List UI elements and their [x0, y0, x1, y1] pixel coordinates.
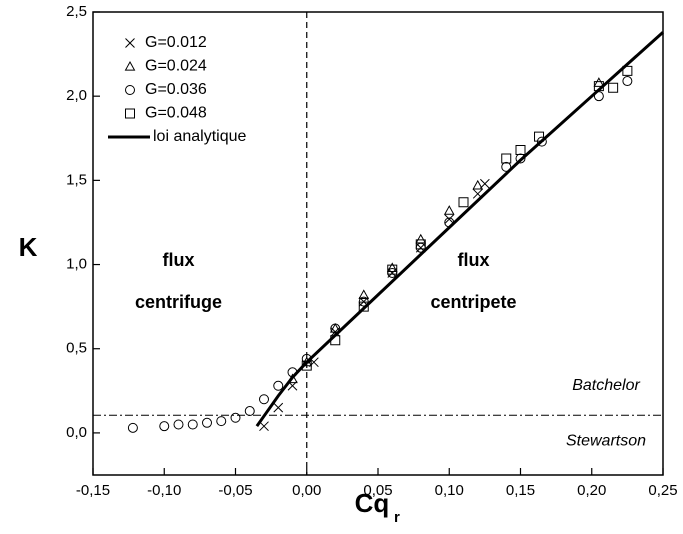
circle-marker [173, 419, 184, 430]
square-marker [501, 153, 512, 164]
square-marker [515, 145, 526, 156]
x-tick-label: 0,10 [435, 482, 464, 499]
annotation: flux [457, 250, 489, 270]
circle-marker [330, 323, 341, 334]
triangle-marker [329, 322, 341, 333]
cross-marker [480, 178, 490, 189]
cross-marker [444, 214, 455, 224]
circle-marker [201, 417, 213, 428]
legend-label: G=0.036 [145, 81, 207, 98]
x-axis-label-subscript: r [394, 509, 400, 526]
square-marker [358, 301, 369, 312]
y-tick-label: 1,0 [66, 256, 87, 273]
triangle-marker [386, 262, 398, 273]
square-marker [593, 81, 604, 92]
cross-marker [259, 421, 269, 432]
circle-marker [127, 422, 138, 433]
legend-label: loi analytique [153, 128, 247, 145]
triangle-marker [593, 77, 605, 87]
legend-label: G=0.048 [145, 105, 207, 122]
x-tick-label: -0,05 [218, 482, 252, 499]
x-tick-label: 0,05 [363, 482, 392, 499]
annotation: centrifuge [135, 292, 222, 312]
x-tick-label: 0,15 [506, 482, 535, 499]
x-axis-label: Cq [355, 488, 390, 518]
cross-marker [125, 38, 135, 48]
legend-label: G=0.012 [145, 34, 207, 51]
y-tick-label: 2,0 [66, 87, 87, 104]
square-marker [458, 197, 469, 208]
x-tick-label: -0,10 [147, 482, 181, 499]
triangle-marker [472, 179, 484, 190]
square-marker [622, 65, 633, 76]
x-tick-label: -0,15 [76, 482, 110, 499]
triangle-marker [415, 233, 427, 244]
triangle-marker [124, 60, 136, 71]
x-tick-label: 0,20 [577, 482, 606, 499]
circle-marker [622, 76, 633, 87]
x-tick-label: 0,00 [292, 482, 321, 499]
circle-marker [258, 394, 270, 405]
triangle-marker [358, 289, 370, 299]
annotation: Stewartson [566, 433, 646, 450]
circle-marker [216, 416, 227, 427]
y-tick-label: 0,0 [66, 424, 87, 441]
circle-marker [273, 380, 284, 391]
legend-label: G=0.024 [145, 58, 207, 75]
triangle-marker [443, 205, 455, 215]
annotation: Batchelor [572, 377, 640, 394]
y-tick-label: 1,5 [66, 171, 87, 188]
circle-marker [159, 421, 170, 432]
analytic-line [255, 31, 665, 428]
square-marker [125, 108, 135, 119]
circle-marker [124, 85, 136, 95]
square-marker [608, 82, 619, 93]
x-tick-label: 0,25 [648, 482, 677, 499]
circle-marker [244, 406, 255, 417]
y-tick-label: 0,5 [66, 340, 87, 357]
annotation: flux [162, 250, 194, 270]
cross-marker [273, 402, 284, 413]
y-axis-label: K [19, 232, 38, 262]
y-tick-label: 2,5 [66, 3, 87, 20]
circle-marker [187, 419, 198, 430]
circle-marker [358, 296, 369, 307]
annotation: centripete [430, 292, 516, 312]
square-marker [387, 264, 398, 275]
circle-marker [230, 412, 241, 423]
